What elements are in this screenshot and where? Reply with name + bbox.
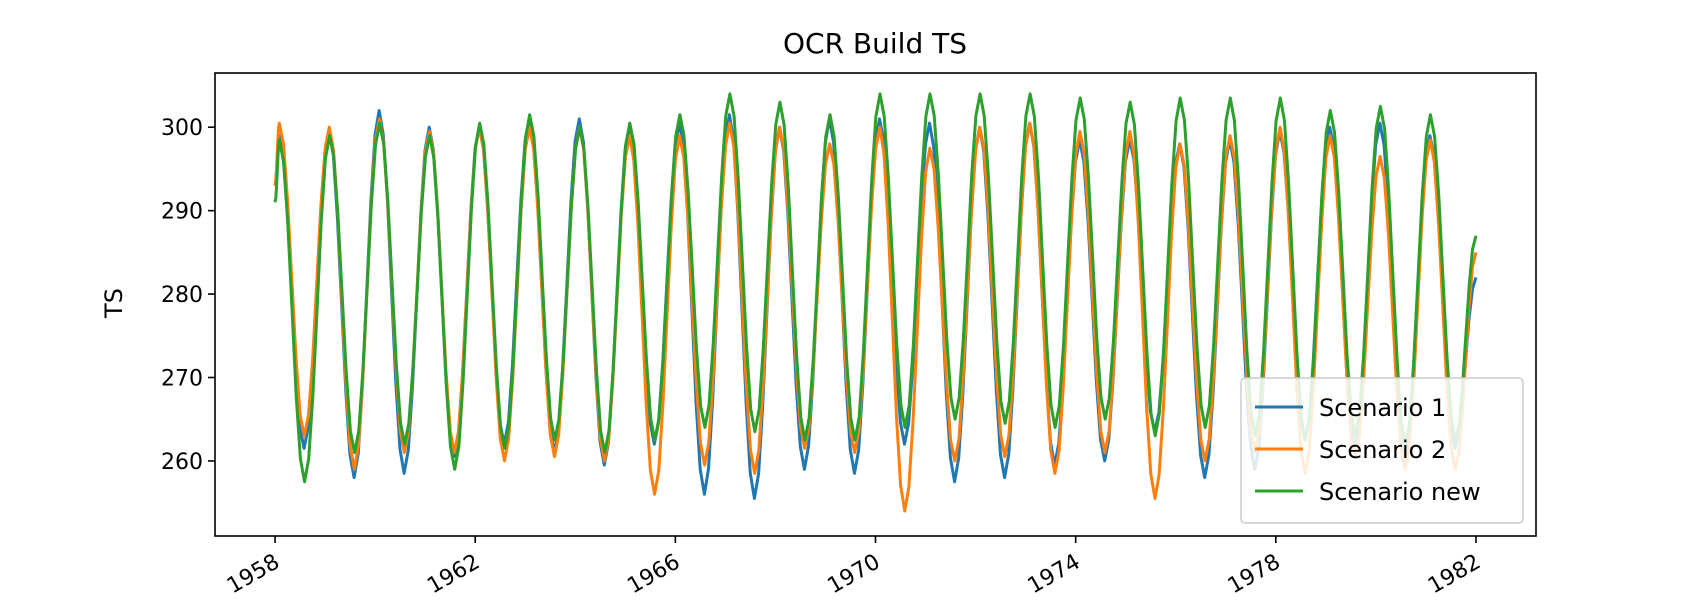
x-tick-label: 1958: [223, 550, 284, 600]
legend-label: Scenario new: [1319, 478, 1481, 506]
x-tick-label: 1966: [623, 550, 684, 600]
y-tick-label: 300: [161, 116, 203, 141]
y-tick-label: 280: [161, 283, 203, 308]
x-tick-label: 1974: [1024, 550, 1085, 600]
series-line-3: [273, 92, 1478, 484]
legend: Scenario 1 Scenario 2 Scenario new: [1240, 377, 1524, 524]
x-tick-label: 1970: [824, 550, 885, 600]
y-tick-label: 270: [161, 366, 203, 391]
y-axis-label: TS: [100, 288, 128, 319]
x-axis: 1958 1962 1966 1970 1974 1978 1982: [223, 536, 1485, 599]
y-tick-label: 260: [161, 450, 203, 475]
x-tick-label: 1978: [1224, 550, 1285, 600]
series-layer: [273, 92, 1478, 513]
x-tick-label: 1962: [423, 550, 484, 600]
chart-title: OCR Build TS: [783, 27, 967, 60]
legend-box: [1240, 377, 1524, 524]
y-axis: 260 270 280 290 300: [161, 116, 215, 475]
legend-label: Scenario 1: [1319, 394, 1446, 422]
legend-label: Scenario 2: [1319, 436, 1446, 464]
y-tick-label: 290: [161, 200, 203, 225]
x-tick-label: 1982: [1424, 550, 1485, 600]
